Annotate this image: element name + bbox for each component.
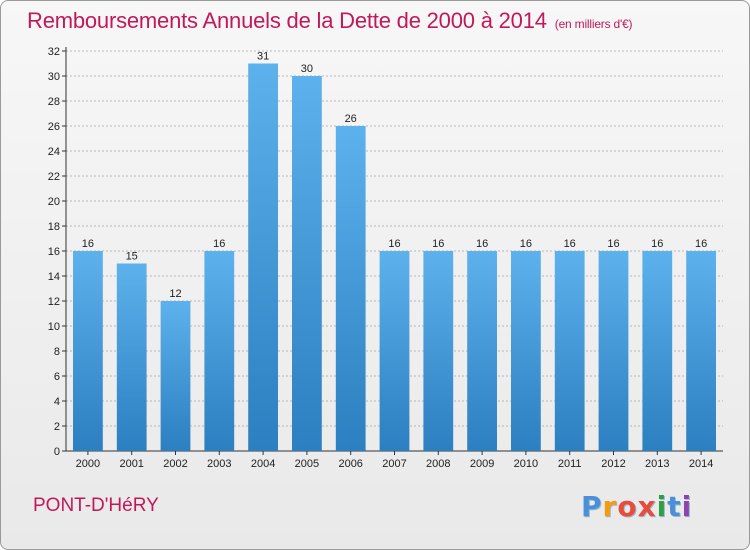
bar bbox=[73, 251, 103, 451]
logo-letter: i bbox=[681, 490, 693, 523]
x-tick-label: 2014 bbox=[689, 458, 713, 470]
y-tick-label: 12 bbox=[48, 296, 60, 308]
data-label: 16 bbox=[476, 238, 488, 250]
logo-letter: i bbox=[656, 490, 668, 523]
data-label: 16 bbox=[82, 238, 94, 250]
x-tick-label: 2002 bbox=[163, 458, 187, 470]
labels: 16 2000 15 2001 12 2002 16 2003 31 2004 30 2005 26 20… bbox=[76, 51, 714, 471]
x-tick-label: 2006 bbox=[338, 458, 362, 470]
bar bbox=[554, 251, 585, 451]
bar bbox=[642, 251, 673, 451]
y-tick-label: 8 bbox=[54, 346, 60, 358]
data-label: 16 bbox=[651, 238, 663, 250]
x-tick-label: 2001 bbox=[119, 458, 143, 470]
y-tick-label: 18 bbox=[48, 221, 60, 233]
x-tick-label: 2004 bbox=[251, 458, 275, 470]
chart-title: Remboursements Annuels de la Dette de 20… bbox=[27, 8, 633, 34]
y-tick-label: 14 bbox=[48, 271, 60, 283]
data-label: 15 bbox=[126, 251, 138, 263]
x-tick-label: 2007 bbox=[382, 458, 406, 470]
x-tick-label: 2008 bbox=[426, 458, 450, 470]
data-label: 26 bbox=[345, 113, 357, 125]
bars bbox=[73, 63, 716, 451]
data-label: 16 bbox=[388, 238, 400, 250]
bar bbox=[204, 251, 235, 451]
x-tick-label: 2010 bbox=[514, 458, 538, 470]
data-label: 16 bbox=[695, 238, 707, 250]
bar bbox=[467, 251, 497, 451]
y-tick-label: 2 bbox=[54, 421, 60, 433]
logo-letter: o bbox=[617, 490, 638, 523]
bar bbox=[423, 251, 454, 451]
data-label: 12 bbox=[169, 288, 181, 300]
data-label: 16 bbox=[432, 238, 444, 250]
commune-name: PONT-D'HéRY bbox=[33, 495, 159, 516]
bar bbox=[248, 63, 278, 451]
x-tick-label: 2013 bbox=[645, 458, 669, 470]
chart-unit: (en milliers d'€) bbox=[554, 17, 633, 31]
data-label: 16 bbox=[564, 238, 576, 250]
y-tick-label: 16 bbox=[48, 246, 60, 258]
y-tick-label: 6 bbox=[54, 371, 60, 383]
proxiti-logo: Proxiti bbox=[581, 490, 692, 523]
y-tick-label: 32 bbox=[48, 46, 60, 58]
x-tick-label: 2003 bbox=[207, 458, 231, 470]
bar bbox=[116, 263, 147, 451]
bar bbox=[598, 251, 629, 451]
bar bbox=[379, 251, 410, 451]
y-tick-label: 4 bbox=[54, 396, 60, 408]
y-tick-label: 28 bbox=[48, 96, 60, 108]
data-label: 16 bbox=[607, 238, 619, 250]
data-label: 16 bbox=[213, 238, 225, 250]
bar bbox=[292, 76, 322, 451]
y-tick-label: 10 bbox=[48, 321, 60, 333]
y-tick-label: 20 bbox=[48, 196, 60, 208]
y-tick-label: 24 bbox=[48, 146, 60, 158]
data-label: 16 bbox=[520, 238, 532, 250]
bar bbox=[160, 301, 191, 451]
x-tick-label: 2005 bbox=[295, 458, 319, 470]
y-tick-label: 22 bbox=[48, 171, 60, 183]
logo-letter: r bbox=[602, 490, 618, 523]
bar bbox=[335, 126, 366, 451]
data-label: 30 bbox=[301, 63, 313, 75]
logo-letter: x bbox=[637, 490, 657, 523]
x-tick-label: 2012 bbox=[601, 458, 625, 470]
logo-letter: P bbox=[581, 490, 603, 523]
y-tick-label: 30 bbox=[48, 71, 60, 83]
data-label: 31 bbox=[257, 51, 269, 63]
y-tick-label: 0 bbox=[54, 446, 60, 458]
y-tick-label: 26 bbox=[48, 121, 60, 133]
x-tick-label: 2011 bbox=[558, 458, 582, 470]
x-tick-label: 2009 bbox=[470, 458, 494, 470]
bar bbox=[511, 251, 541, 451]
bar bbox=[686, 251, 716, 451]
logo-letter: t bbox=[667, 490, 682, 523]
chart-title-text: Remboursements Annuels de la Dette de 20… bbox=[27, 8, 547, 33]
x-tick-label: 2000 bbox=[76, 458, 100, 470]
